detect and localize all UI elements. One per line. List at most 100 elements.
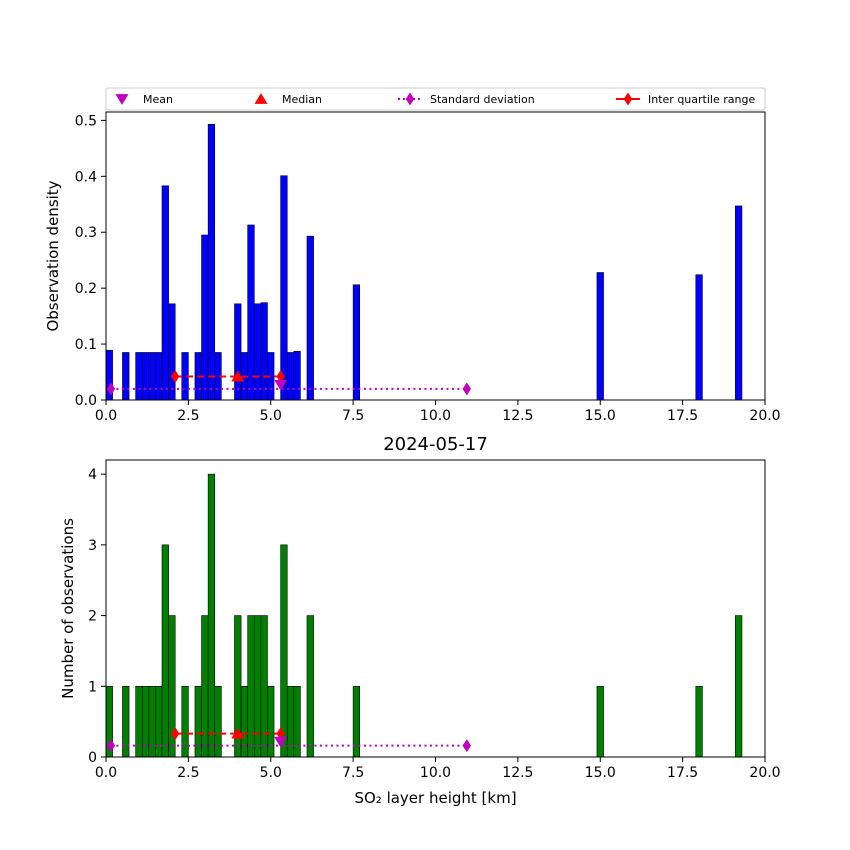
legend-label-0: Mean: [143, 93, 173, 106]
bar-10: [201, 234, 209, 401]
bar-24: [596, 272, 604, 401]
bar-15: [247, 615, 255, 758]
x-tick-label-4: 10.0: [420, 765, 451, 781]
y-tick-label-4: 0.4: [75, 169, 97, 185]
bar-4: [148, 352, 156, 401]
legend-label-1: Median: [282, 93, 322, 106]
bar-22: [306, 235, 314, 401]
bar-6: [161, 544, 169, 758]
bars: [105, 473, 743, 758]
x-tick-label-2: 5.0: [260, 408, 282, 424]
legend: Mean Median Standard deviation Inter quarti…: [105, 87, 766, 111]
x-tick-label-7: 17.5: [667, 765, 698, 781]
x-tick-label-3: 7.5: [342, 765, 364, 781]
bar-13: [234, 303, 242, 401]
bar-16: [253, 615, 262, 758]
stats-overlay: [106, 727, 472, 753]
bar-22: [306, 615, 314, 758]
bar-10: [201, 615, 209, 758]
bar-25: [695, 685, 703, 758]
y-tick-label-2: 2: [88, 609, 97, 625]
bar-7: [168, 303, 176, 401]
bar-25: [695, 274, 703, 401]
y-tick-label-1: 0.1: [75, 337, 97, 353]
y-axis-label: Number of observations: [59, 518, 77, 699]
y-axis-label: Observation density: [44, 180, 62, 331]
x-tick-label-1: 2.5: [177, 765, 199, 781]
x-tick-label-3: 7.5: [342, 408, 364, 424]
mean-marker: [274, 736, 288, 748]
legend-entry-2: Standard deviation: [398, 92, 535, 106]
x-tick-label-5: 12.5: [502, 765, 533, 781]
iqr-marker-right: [276, 370, 285, 384]
legend-label-2: Standard deviation: [430, 93, 535, 106]
y-tick-label-5: 0.5: [75, 113, 97, 129]
x-tick-label-6: 15.0: [585, 765, 616, 781]
y-tick-label-0: 0.0: [75, 393, 97, 409]
bar-26: [735, 205, 743, 401]
legend-diamond-icon: [405, 92, 415, 106]
y-tick-label-2: 0.2: [75, 281, 97, 297]
mean-marker: [274, 379, 288, 391]
bar-17: [260, 302, 268, 401]
bar-26: [735, 615, 743, 758]
y-tick-label-3: 0.3: [75, 225, 97, 241]
x-tick-label-1: 2.5: [177, 408, 199, 424]
median-marker: [231, 370, 245, 382]
legend-label-3: Inter quartile range: [648, 93, 755, 106]
bar-6: [161, 185, 169, 401]
bottom-histogram-counts: 0.0 2.5 5.0 7.5 10.0 12.5 15.0 17.5 20.0 0 1 2 3 4 Num…: [59, 434, 781, 807]
y-ticks: 0 1 2 3 4: [88, 467, 106, 766]
bar-19: [280, 544, 288, 758]
legend-entry-0: Mean: [115, 93, 173, 106]
bars: [105, 124, 743, 401]
x-tick-label-7: 17.5: [667, 408, 698, 424]
bar-3: [141, 352, 150, 401]
bar-23: [352, 284, 361, 401]
bar-5: [155, 352, 163, 401]
bar-20: [286, 352, 295, 401]
legend-entry-3: Inter quartile range: [616, 92, 755, 106]
bar-24: [596, 685, 604, 758]
bar-21: [293, 351, 301, 401]
legend-entry-1: Median: [254, 93, 322, 106]
x-tick-label-6: 15.0: [585, 408, 616, 424]
bar-15: [247, 224, 255, 401]
x-axis-label: SO₂ layer height [km]: [354, 789, 516, 807]
legend-diamond-icon: [623, 92, 633, 106]
median-marker: [231, 727, 245, 739]
std-marker-right: [462, 739, 472, 753]
x-ticks: 0.0 2.5 5.0 7.5 10.0 12.5 15.0 17.5 20.0: [95, 757, 781, 781]
y-tick-label-1: 1: [88, 679, 97, 695]
bar-11: [207, 473, 216, 758]
iqr-marker-left: [170, 727, 180, 741]
chart-title: 2024-05-17: [383, 434, 488, 455]
x-ticks: 0.0 2.5 5.0 7.5 10.0 12.5 15.0 17.5 20.0: [95, 400, 781, 424]
y-tick-label-4: 4: [88, 467, 97, 483]
x-tick-label-4: 10.0: [420, 408, 451, 424]
legend-box: [105, 87, 766, 111]
x-tick-label-2: 5.0: [260, 765, 282, 781]
x-tick-label-8: 20.0: [749, 765, 780, 781]
std-marker-left: [106, 382, 116, 396]
y-ticks: 0.0 0.1 0.2 0.3 0.4 0.5: [75, 113, 106, 409]
top-histogram-density: 0.0 2.5 5.0 7.5 10.0 12.5 15.0 17.5 20.00.00.10.…: [44, 111, 781, 424]
x-tick-label-5: 12.5: [502, 408, 533, 424]
bar-1: [122, 352, 130, 401]
y-tick-label-0: 0: [88, 750, 97, 766]
x-tick-label-0: 0.0: [95, 765, 117, 781]
bar-2: [135, 352, 143, 401]
legend-median-icon: [254, 93, 268, 104]
x-tick-label-8: 20.0: [749, 408, 780, 424]
iqr-marker-left: [170, 370, 180, 384]
bar-19: [280, 175, 288, 401]
y-tick-label-3: 3: [88, 538, 97, 554]
std-marker-right: [462, 382, 472, 396]
x-tick-label-0: 0.0: [95, 408, 117, 424]
legend-mean-icon: [115, 94, 129, 105]
bar-16: [253, 303, 262, 401]
bar-11: [207, 124, 216, 401]
std-marker-left: [106, 739, 116, 753]
bar-17: [260, 615, 268, 758]
